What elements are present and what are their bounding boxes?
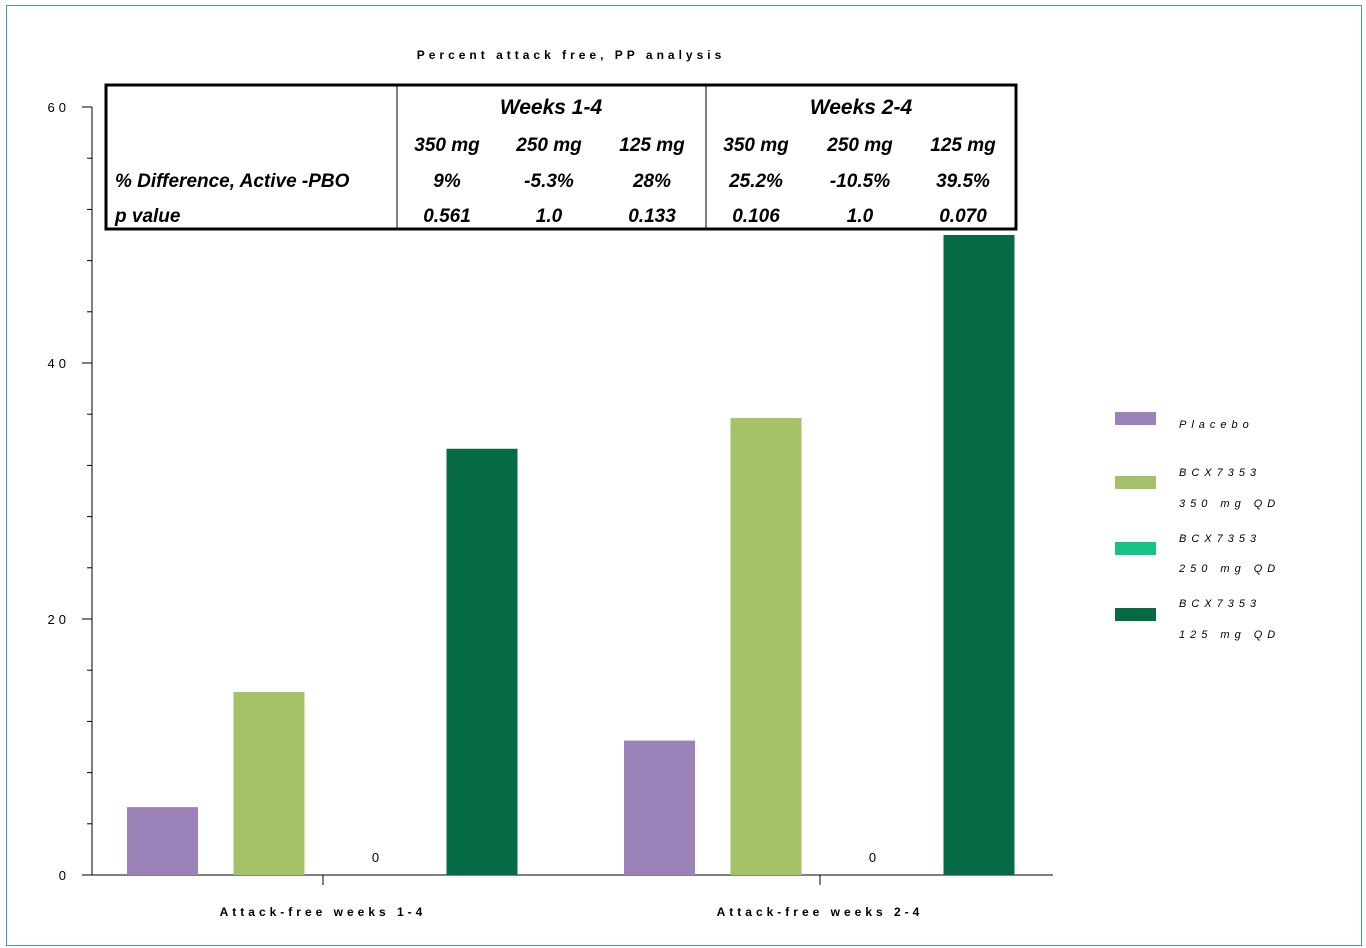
table-cell: 25.2%: [728, 171, 783, 192]
table-cell: 0.133: [628, 206, 676, 227]
bar: [233, 691, 305, 875]
table-dose-header: 125 mg: [619, 135, 685, 156]
legend-swatch: [1115, 608, 1156, 621]
y-tick-label: 20: [48, 612, 70, 627]
chart-frame: [6, 5, 1362, 946]
y-tick-label: 60: [48, 100, 70, 115]
zero-data-label: 0: [372, 850, 379, 865]
stats-table: Weeks 1-4 Weeks 2-4 350 mg 250 mg 125 mg 350 …: [104, 83, 1018, 231]
legend-swatch: [1115, 412, 1156, 425]
y-tick-label: 40: [48, 356, 70, 371]
legend-label-line2: 350 mg QD: [1179, 498, 1280, 510]
legend-label: Placebo: [1179, 419, 1254, 431]
table-group-header: Weeks 2-4: [810, 96, 913, 119]
x-category-label: Attack-free weeks 2-4: [717, 905, 924, 919]
bar: [624, 740, 695, 875]
table-cell: -10.5%: [830, 171, 890, 192]
legend-swatch: [1115, 542, 1156, 555]
table-cell: 0.106: [732, 206, 780, 227]
table-row-label: % Difference, Active -PBO: [115, 171, 350, 192]
table-cell: 1.0: [847, 206, 874, 227]
table-cell: 39.5%: [936, 171, 990, 192]
legend-swatch: [1115, 476, 1156, 489]
table-cell: -5.3%: [524, 171, 574, 192]
bar: [127, 807, 198, 875]
x-category-label: Attack-free weeks 1-4: [220, 905, 427, 919]
chart-title: Percent attack free, PP analysis: [417, 48, 726, 62]
legend-label: BCX7353: [1179, 467, 1261, 479]
table-dose-header: 250 mg: [826, 135, 893, 156]
bar: [730, 418, 802, 875]
table-border: [104, 83, 1018, 231]
legend-label: BCX7353: [1179, 533, 1261, 545]
bar: [943, 235, 1015, 875]
zero-data-label: 0: [869, 850, 876, 865]
table-dose-header: 350 mg: [723, 135, 789, 156]
legend-label-line2: 125 mg QD: [1179, 629, 1280, 641]
table-cell: 1.0: [536, 206, 563, 227]
table-dose-header: 250 mg: [515, 135, 582, 156]
table-row-label: p value: [114, 206, 181, 227]
legend: Placebo BCX7353 350 mg QD BCX7353 250 mg QD B…: [1115, 412, 1280, 641]
table-dose-header: 350 mg: [414, 135, 480, 156]
table-group-header: Weeks 1-4: [500, 96, 603, 119]
table-cell: 0.561: [423, 206, 471, 227]
legend-label: BCX7353: [1179, 598, 1261, 610]
table-cell: 28%: [632, 171, 671, 192]
bar: [446, 448, 518, 875]
table-dose-header: 125 mg: [930, 135, 996, 156]
y-tick-label: 0: [59, 868, 70, 883]
legend-label-line2: 250 mg QD: [1178, 563, 1280, 575]
table-cell: 9%: [433, 171, 461, 192]
table-cell: 0.070: [939, 206, 987, 227]
axes: 0 20 40 60 Attack-free weeks 1-4 Attack-free …: [48, 100, 1053, 919]
